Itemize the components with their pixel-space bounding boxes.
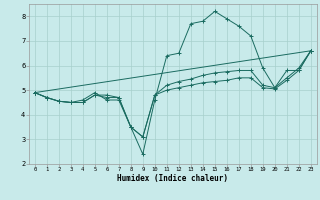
X-axis label: Humidex (Indice chaleur): Humidex (Indice chaleur) [117,174,228,183]
